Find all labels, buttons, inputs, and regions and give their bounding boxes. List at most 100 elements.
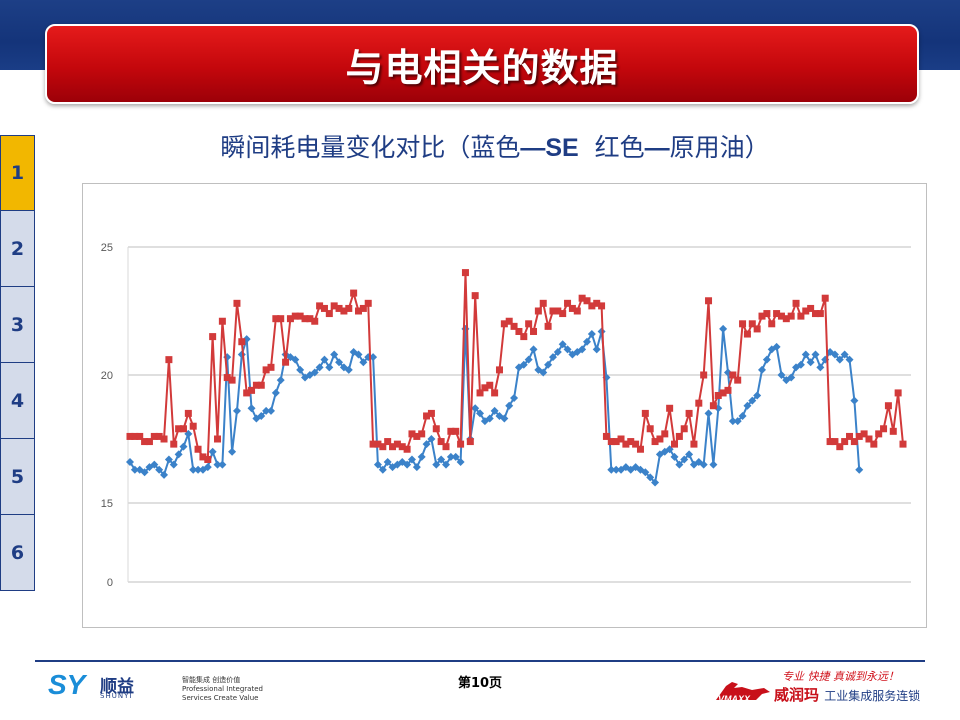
data-point: [126, 458, 134, 467]
data-point: [743, 330, 751, 338]
vmaxx-brand: 威润玛 工业集成服务连锁: [774, 686, 921, 704]
data-point: [816, 363, 825, 372]
section-tab-2[interactable]: 2: [0, 211, 35, 287]
data-point: [753, 325, 761, 333]
section-tab-5[interactable]: 5: [0, 439, 35, 515]
data-point: [734, 376, 742, 384]
data-point: [602, 432, 610, 440]
data-point: [423, 412, 431, 420]
section-tab-4[interactable]: 4: [0, 363, 35, 439]
data-point: [651, 478, 660, 487]
data-point: [777, 312, 785, 320]
data-point: [320, 355, 329, 364]
data-point: [130, 465, 139, 474]
data-point: [214, 435, 222, 443]
data-point: [563, 345, 572, 354]
data-point: [432, 460, 441, 469]
data-point: [481, 384, 489, 392]
data-point: [505, 317, 513, 325]
data-point: [500, 320, 508, 328]
data-point: [150, 432, 158, 440]
data-point: [753, 391, 762, 400]
data-point: [884, 402, 892, 410]
data-point: [306, 315, 314, 323]
data-point: [768, 320, 776, 328]
data-point: [520, 333, 528, 341]
data-point: [364, 299, 372, 307]
section-tab-1[interactable]: 1: [0, 135, 35, 211]
data-point: [267, 363, 275, 371]
section-tab-3[interactable]: 3: [0, 287, 35, 363]
footer-divider: [35, 660, 925, 662]
data-point: [491, 389, 499, 397]
data-point: [155, 465, 164, 474]
data-point: [807, 304, 815, 312]
data-point: [223, 374, 231, 382]
data-point: [880, 425, 888, 433]
data-point: [899, 440, 907, 448]
data-point: [243, 389, 251, 397]
data-point: [320, 304, 328, 312]
data-point: [758, 312, 766, 320]
data-point: [354, 307, 362, 315]
data-point: [437, 438, 445, 446]
data-point: [335, 358, 344, 367]
data-point: [209, 333, 217, 341]
data-point: [529, 345, 538, 354]
data-point: [505, 401, 514, 410]
data-point: [826, 347, 835, 356]
data-point: [816, 310, 824, 318]
data-point: [141, 438, 149, 446]
data-point: [680, 425, 688, 433]
data-point: [739, 320, 747, 328]
data-point: [383, 458, 392, 467]
data-point: [593, 299, 601, 307]
data-point: [695, 399, 703, 407]
data-point: [729, 371, 737, 379]
data-point: [340, 307, 348, 315]
data-point: [763, 310, 771, 318]
data-point: [282, 358, 290, 366]
data-point: [636, 445, 644, 453]
data-point: [544, 360, 553, 369]
data-point: [476, 389, 484, 397]
data-point: [841, 438, 849, 446]
data-point: [548, 353, 557, 362]
data-point: [787, 312, 795, 320]
data-point: [291, 312, 299, 320]
data-point: [680, 455, 689, 464]
section-tab-6[interactable]: 6: [0, 515, 35, 591]
data-point: [627, 438, 635, 446]
data-point: [524, 355, 533, 364]
svg-text:VMAXX: VMAXX: [718, 694, 751, 704]
data-point: [373, 460, 382, 469]
data-point: [549, 307, 557, 315]
data-point: [403, 460, 412, 469]
data-point: [762, 355, 771, 364]
data-point: [160, 470, 169, 479]
data-point: [442, 443, 450, 451]
shunyi-logo-sub: SHUNYI: [100, 692, 133, 700]
data-point: [641, 468, 650, 477]
data-point: [530, 327, 538, 335]
shunyi-logo-mark: SY: [48, 669, 86, 700]
data-point: [500, 414, 509, 423]
data-point: [330, 350, 339, 359]
data-point: [354, 350, 363, 359]
data-point: [204, 455, 212, 463]
data-point: [476, 409, 485, 418]
data-point: [325, 363, 334, 372]
data-point: [369, 353, 378, 362]
data-point: [826, 438, 834, 446]
data-point: [646, 425, 654, 433]
subtitle-blue-label: —SE: [520, 134, 579, 162]
data-point: [607, 438, 615, 446]
data-point: [612, 438, 620, 446]
data-point: [417, 452, 426, 461]
data-point: [233, 299, 241, 307]
data-point: [398, 443, 406, 451]
data-point: [272, 315, 280, 323]
data-point: [252, 381, 260, 389]
y-tick-label: 25: [101, 242, 113, 254]
data-point: [218, 460, 227, 469]
